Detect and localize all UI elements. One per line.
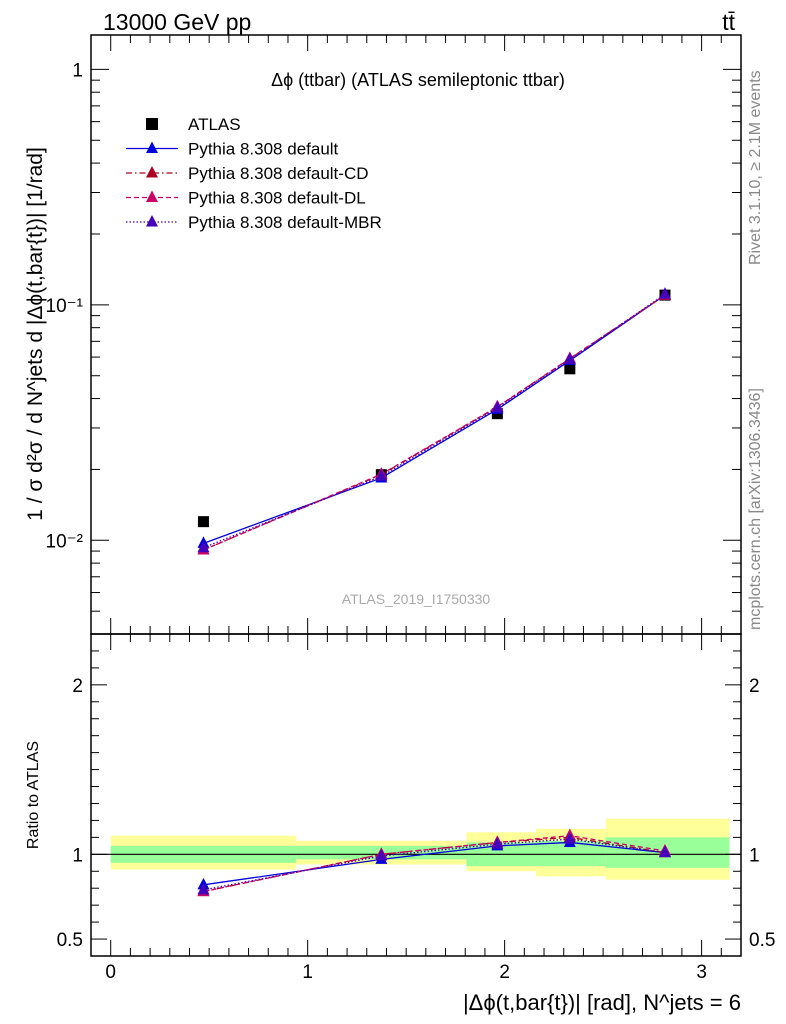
ratio-y-tick-label-right: 0.5 <box>749 930 775 951</box>
ratio-y-tick-label: 2 <box>72 676 83 697</box>
y-tick-label: 10⁻¹ <box>46 296 84 317</box>
legend-marker <box>146 141 158 153</box>
ratio-y-tick-label: 0.5 <box>57 930 83 951</box>
series-line <box>203 294 666 545</box>
legend-marker <box>146 118 158 130</box>
x-tick-label: 0 <box>105 962 116 983</box>
ratio-y-tick-label-right: 2 <box>749 676 760 697</box>
mc-point <box>197 540 210 553</box>
x-tick-label: 2 <box>499 962 510 983</box>
series-0 <box>197 289 671 528</box>
main-title: Δϕ (ttbar) (ATLAS semileptonic ttbar) <box>271 70 565 90</box>
y-tick-label: 10⁻² <box>46 531 84 552</box>
x-axis-label: |Δϕ(t,bar{t})| [rad], N^jets = 6 <box>463 990 741 1015</box>
series-line <box>203 293 666 549</box>
mc-point <box>658 287 671 299</box>
analysis-watermark: ATLAS_2019_I1750330 <box>342 591 491 607</box>
legend-label: Pythia 8.308 default <box>188 140 339 159</box>
mc-point <box>491 400 504 413</box>
mc-point <box>563 352 576 365</box>
ratio-panel: 0.5 0.5 1 1 2 2 0 1 2 3 Ratio to ATLAS |Δϕ(t,bar{… <box>25 633 775 1015</box>
ratio-point <box>375 849 388 861</box>
ratio-point <box>491 837 504 849</box>
ratio-y-tick-label: 1 <box>72 845 83 866</box>
legend-label: Pythia 8.308 default-MBR <box>188 213 382 232</box>
legend-marker <box>146 190 158 202</box>
mc-point <box>375 469 388 481</box>
ratio-point <box>563 832 576 844</box>
ratio-series-3 <box>197 832 671 895</box>
y-tick-label: 1 <box>72 60 83 81</box>
energy-label: 13000 GeV pp <box>103 9 251 35</box>
series-line <box>203 294 666 551</box>
x-tick-label: 3 <box>696 962 707 983</box>
legend-item: Pythia 8.308 default-MBR <box>126 213 382 232</box>
legend-marker <box>146 215 158 227</box>
series-4 <box>197 287 671 553</box>
legend-label: Pythia 8.308 default-DL <box>188 189 366 208</box>
series-1 <box>197 288 671 548</box>
data-point <box>564 363 576 375</box>
process-label: tt̄ <box>722 9 735 35</box>
mcplots-label: mcplots.cern.ch [arXiv:1306.3436] <box>747 388 764 630</box>
ratio-y-tick-label-right: 1 <box>749 845 760 866</box>
series-2 <box>197 288 671 555</box>
legend-marker <box>146 166 158 178</box>
series-3 <box>197 288 671 555</box>
ratio-y-axis-label: Ratio to ATLAS <box>25 741 42 849</box>
series-line <box>203 294 666 551</box>
legend-label: ATLAS <box>188 115 241 134</box>
legend-item: Pythia 8.308 default <box>126 140 339 159</box>
legend-item: ATLAS <box>146 115 241 134</box>
main-panel: 10⁻² 10⁻¹ 1 Δϕ (ttbar) (ATLAS semileptonic… <box>24 34 742 635</box>
legend-item: Pythia 8.308 default-CD <box>126 164 369 183</box>
ratio-point <box>197 882 210 895</box>
legend: ATLAS Pythia 8.308 default Pythia 8.308 de… <box>126 115 382 232</box>
ratio-frame <box>90 633 742 957</box>
legend-label: Pythia 8.308 default-CD <box>188 164 369 183</box>
ratio-point <box>658 845 671 858</box>
data-point <box>197 516 209 528</box>
main-y-axis-label: 1 / σ d²σ / d N^jets d |Δϕ(t,bar{t})| [1… <box>24 147 47 521</box>
rivet-label: Rivet 3.1.10, ≥ 2.1M events <box>747 70 764 265</box>
x-tick-label: 1 <box>302 962 313 983</box>
legend-item: Pythia 8.308 default-DL <box>126 189 366 208</box>
